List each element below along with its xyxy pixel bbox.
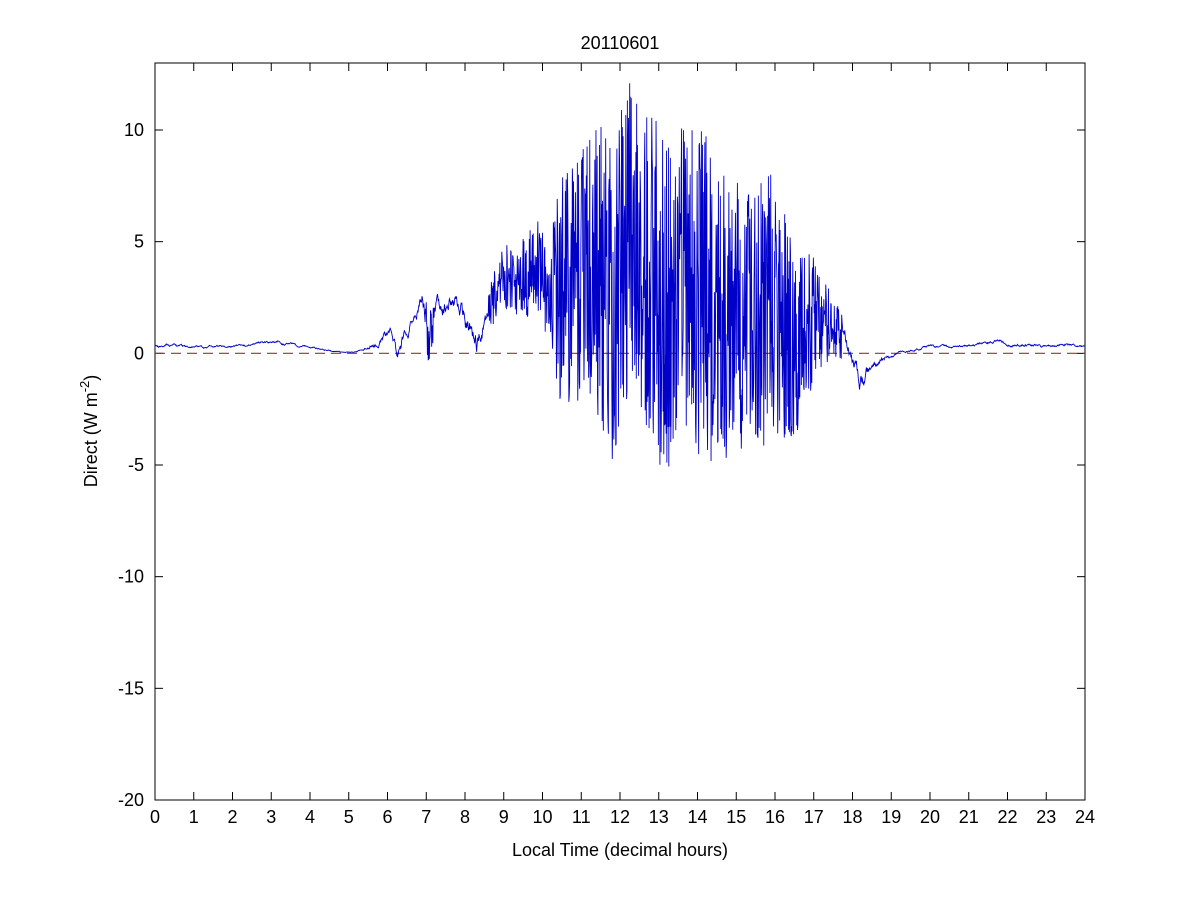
x-tick-label: 22	[997, 807, 1017, 827]
direct-irradiance-series	[154, 83, 1086, 467]
y-tick-label: 5	[134, 232, 144, 252]
y-tick-label: -15	[118, 678, 144, 698]
y-axis-label: Direct (W m-2)	[77, 375, 101, 488]
chart-title: 20110601	[581, 33, 660, 53]
x-tick-label: 4	[305, 807, 315, 827]
x-tick-label: 2	[227, 807, 237, 827]
x-tick-label: 10	[532, 807, 552, 827]
x-tick-label: 16	[765, 807, 785, 827]
y-tick-label: -10	[118, 567, 144, 587]
y-tick-label: 0	[134, 343, 144, 363]
y-tick-label: -5	[128, 455, 144, 475]
x-tick-label: 21	[959, 807, 979, 827]
x-tick-label: 6	[382, 807, 392, 827]
x-tick-label: 14	[687, 807, 707, 827]
y-tick-label: -20	[118, 790, 144, 810]
x-tick-label: 8	[460, 807, 470, 827]
x-tick-label: 23	[1036, 807, 1056, 827]
x-axis-label: Local Time (decimal hours)	[512, 840, 728, 860]
y-label-superscript: -2	[77, 381, 92, 393]
x-tick-label: 19	[881, 807, 901, 827]
x-tick-label: 20	[920, 807, 940, 827]
x-tick-label: 5	[344, 807, 354, 827]
x-tick-label: 17	[804, 807, 824, 827]
y-tick-label: 10	[124, 120, 144, 140]
x-tick-label: 13	[649, 807, 669, 827]
x-tick-label: 12	[610, 807, 630, 827]
y-label-close: )	[81, 375, 101, 381]
x-tick-label: 18	[842, 807, 862, 827]
y-label-main: Direct (W m	[81, 392, 101, 487]
plot-area: 0 1 2 3 4 5 6 7 8 9 10 11 12 13 14 15 16 17 18 19 20 21 22 23 24…	[118, 62, 1095, 827]
x-tick-label: 9	[499, 807, 509, 827]
x-tick-label: 0	[150, 807, 160, 827]
x-tick-label: 1	[189, 807, 199, 827]
x-tick-label: 3	[266, 807, 276, 827]
x-tick-label: 11	[572, 807, 591, 827]
x-tick-label: 15	[726, 807, 746, 827]
x-tick-label: 7	[421, 807, 431, 827]
x-tick-label: 24	[1075, 807, 1095, 827]
